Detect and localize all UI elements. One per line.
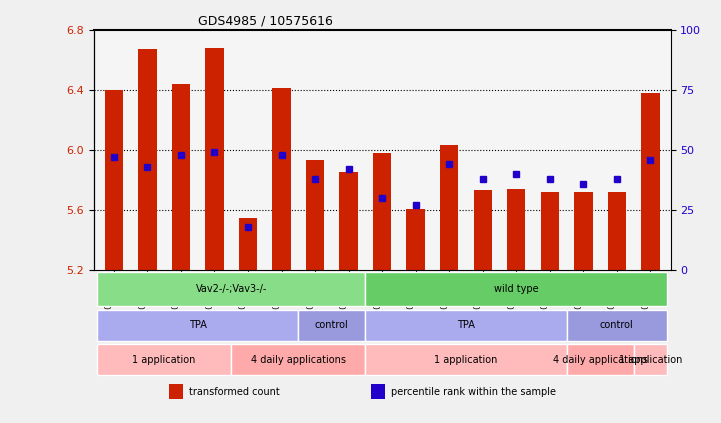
Text: GDS4985 / 10575616: GDS4985 / 10575616 (198, 14, 332, 27)
FancyBboxPatch shape (634, 344, 667, 375)
Text: wild type: wild type (494, 284, 539, 294)
Bar (205, 48, 224, 270)
FancyBboxPatch shape (366, 310, 567, 341)
FancyBboxPatch shape (97, 272, 366, 306)
FancyBboxPatch shape (567, 310, 667, 341)
FancyBboxPatch shape (567, 344, 634, 375)
Text: TPA: TPA (189, 320, 207, 330)
Bar (239, 217, 257, 270)
Bar (105, 90, 123, 270)
Text: control: control (315, 320, 349, 330)
FancyBboxPatch shape (231, 344, 366, 375)
Text: TPA: TPA (457, 320, 475, 330)
Bar (306, 160, 324, 270)
Text: 1 application: 1 application (619, 354, 682, 365)
Bar (169, 384, 183, 399)
FancyBboxPatch shape (97, 310, 298, 341)
Text: percentile rank within the sample: percentile rank within the sample (391, 387, 556, 397)
Text: transformed count: transformed count (189, 387, 280, 397)
Text: 4 daily applications: 4 daily applications (552, 354, 647, 365)
Bar (574, 192, 593, 270)
Bar (273, 88, 291, 270)
Bar (373, 153, 392, 270)
Bar (340, 173, 358, 270)
Text: Vav2-/-;Vav3-/-: Vav2-/-;Vav3-/- (195, 284, 267, 294)
Bar (541, 192, 559, 270)
Bar (641, 93, 660, 270)
Bar (507, 189, 526, 270)
Text: 1 application: 1 application (434, 354, 497, 365)
Bar (172, 84, 190, 270)
Text: 4 daily applications: 4 daily applications (251, 354, 346, 365)
Text: control: control (600, 320, 634, 330)
Bar (138, 49, 156, 270)
FancyBboxPatch shape (366, 344, 567, 375)
FancyBboxPatch shape (97, 344, 231, 375)
Bar (407, 209, 425, 270)
FancyBboxPatch shape (298, 310, 366, 341)
Text: 1 application: 1 application (133, 354, 196, 365)
Bar (608, 192, 626, 270)
Bar (440, 146, 459, 270)
FancyBboxPatch shape (366, 272, 667, 306)
Bar (474, 190, 492, 270)
Bar (371, 384, 385, 399)
